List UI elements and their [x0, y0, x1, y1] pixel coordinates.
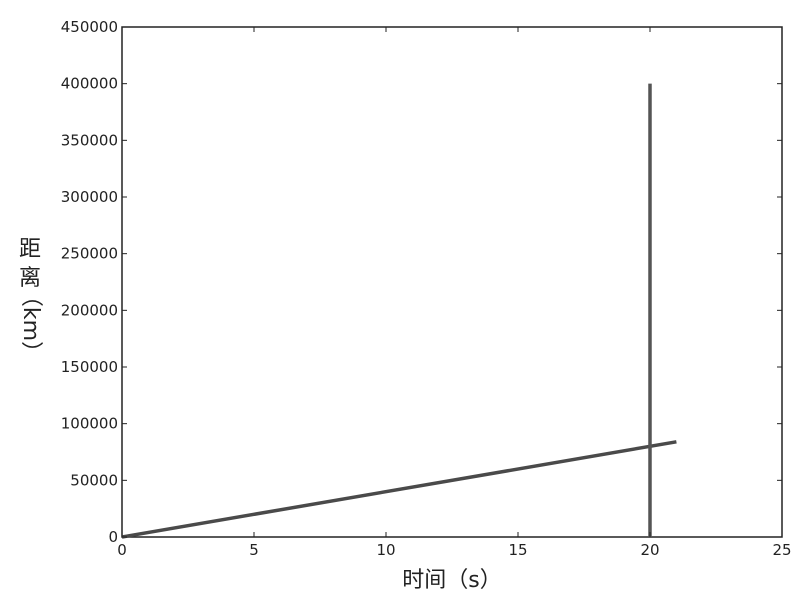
y-axis-title-char-1: 距 [19, 237, 41, 262]
tick-labels: 0 5 10 15 20 25 0 50000 100000 150000 200000 250000… [61, 18, 792, 559]
y-tick-label: 350000 [61, 131, 118, 149]
y-tick-label: 300000 [61, 188, 118, 206]
y-tick-label: 0 [108, 528, 118, 546]
y-axis-title: 距 离 （km） [18, 237, 43, 363]
y-tick-label: 400000 [61, 75, 118, 93]
x-tick-label: 15 [508, 541, 527, 559]
y-tick-label: 200000 [61, 301, 118, 319]
plot-area [121, 26, 783, 538]
x-tick-label: 20 [640, 541, 659, 559]
x-tick-label: 10 [376, 541, 395, 559]
y-axis-title-char-2: 离 [19, 266, 41, 291]
x-axis-title: 时间（s） [402, 568, 501, 593]
y-axis-title-unit: （km） [18, 285, 43, 363]
x-tick-label: 0 [117, 541, 127, 559]
series-line-1 [121, 440, 677, 539]
x-tick-label: 5 [249, 541, 259, 559]
y-tick-label: 50000 [70, 471, 118, 489]
y-tick-label: 100000 [61, 415, 118, 433]
x-tick-label: 25 [772, 541, 791, 559]
y-tick-label: 450000 [61, 18, 118, 36]
y-tick-label: 250000 [61, 245, 118, 263]
series-layer [121, 83, 677, 539]
y-tick-label: 150000 [61, 358, 118, 376]
ticks [121, 26, 783, 538]
